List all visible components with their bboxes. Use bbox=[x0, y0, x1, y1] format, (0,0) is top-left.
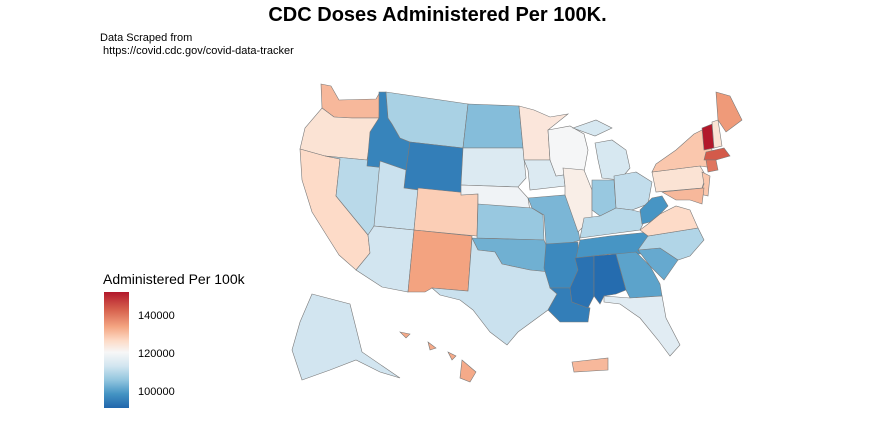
state-nc bbox=[637, 227, 705, 261]
state-va bbox=[639, 205, 699, 237]
state-nh bbox=[711, 119, 723, 149]
state-ga bbox=[615, 251, 663, 299]
legend-tick-label: 120000 bbox=[138, 347, 175, 360]
state-wy bbox=[403, 141, 464, 196]
state-nd bbox=[462, 103, 524, 149]
state-sd bbox=[460, 147, 527, 188]
legend-tick bbox=[129, 392, 133, 394]
state-wi bbox=[547, 125, 589, 177]
map-subtitle: Data Scraped from https://covid.cdc.gov/… bbox=[100, 32, 294, 57]
legend-tick bbox=[129, 316, 133, 318]
state-wv bbox=[639, 195, 669, 225]
legend-tick-label: 100000 bbox=[138, 385, 175, 398]
state-nm bbox=[407, 229, 473, 293]
legend-tick bbox=[129, 354, 133, 356]
state-me bbox=[715, 91, 743, 133]
state-co bbox=[413, 187, 479, 237]
map-title: CDC Doses Administered Per 100K. bbox=[268, 4, 607, 26]
state-ma bbox=[703, 147, 731, 161]
state-wa bbox=[320, 83, 381, 119]
state-hi bbox=[399, 331, 477, 383]
state-pr bbox=[571, 357, 609, 373]
state-ct bbox=[705, 159, 719, 173]
state-ny bbox=[651, 127, 715, 173]
legend-title: Administered Per 100k bbox=[103, 271, 245, 287]
legend-tick-label: 140000 bbox=[138, 309, 175, 322]
state-tx bbox=[431, 236, 558, 346]
state-md bbox=[661, 187, 705, 205]
state-fl bbox=[603, 295, 681, 357]
state-ks bbox=[476, 203, 545, 241]
state-ak bbox=[291, 293, 401, 381]
legend-colorbar bbox=[104, 292, 129, 408]
